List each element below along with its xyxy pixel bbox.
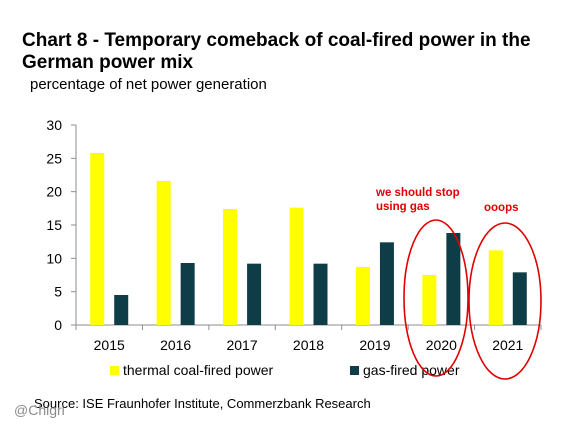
y-tick-label: 20 — [46, 184, 62, 200]
watermark: @Chigri — [14, 402, 65, 418]
x-tick-label: 2019 — [359, 337, 390, 353]
legend-gas-swatch — [350, 366, 359, 375]
coal-bar — [488, 250, 503, 325]
coal-bar — [90, 153, 105, 325]
x-tick-label: 2021 — [492, 337, 523, 353]
coal-bar — [156, 181, 171, 325]
highlight-ellipse-2020 — [403, 219, 469, 377]
coal-bar — [289, 207, 304, 325]
highlight-ellipse-2021 — [468, 222, 542, 380]
annotation-stop-gas: we should stop using gas — [376, 187, 460, 213]
gas-bar — [446, 233, 461, 325]
coal-bar — [422, 275, 437, 325]
gas-bar — [114, 295, 129, 325]
x-tick-label: 2015 — [94, 337, 125, 353]
y-tick-label: 30 — [46, 117, 62, 133]
annotation-ooops: ooops — [484, 202, 519, 214]
chart-subtitle: percentage of net power generation — [30, 76, 267, 93]
legend-coal-swatch — [110, 366, 119, 375]
x-tick-label: 2017 — [226, 337, 257, 353]
coal-bar — [355, 267, 370, 325]
x-tick-label: 2016 — [160, 337, 191, 353]
coal-bar — [223, 209, 238, 325]
gas-bar — [180, 263, 195, 325]
y-tick-label: 15 — [46, 217, 62, 233]
y-tick-label: 25 — [46, 150, 62, 166]
gas-bar — [247, 263, 262, 325]
x-tick-label: 2020 — [426, 337, 457, 353]
x-tick-label: 2018 — [293, 337, 324, 353]
gas-bar — [313, 263, 328, 325]
legend-gas-label: gas-fired power — [363, 362, 460, 378]
y-tick-label: 10 — [46, 250, 62, 266]
y-tick-label: 0 — [54, 317, 62, 333]
y-tick-label: 5 — [54, 284, 62, 300]
source-note: Source: ISE Fraunhofer Institute, Commer… — [34, 396, 371, 411]
legend-coal-label: thermal coal-fired power — [123, 362, 274, 378]
chart-title: Chart 8 - Temporary comeback of coal-fir… — [22, 30, 531, 73]
gas-bar — [379, 242, 394, 325]
gas-bar — [512, 272, 527, 325]
